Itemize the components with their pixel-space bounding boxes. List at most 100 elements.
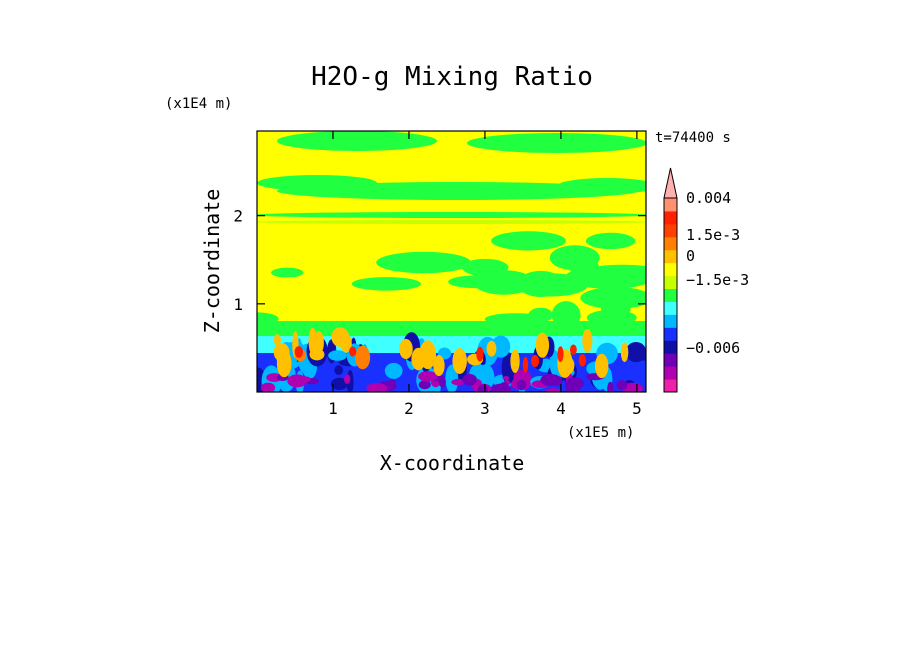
field-patch	[271, 267, 304, 278]
field-plume	[476, 346, 484, 362]
field-plume	[445, 364, 459, 392]
field-patch	[277, 131, 437, 151]
colorbar-swatch	[664, 366, 677, 380]
field-plume	[522, 356, 529, 373]
field-plume	[260, 382, 276, 392]
field-patch	[390, 252, 440, 271]
y-tick-label: 2	[233, 207, 243, 226]
field-plume	[411, 347, 426, 371]
field-plume	[355, 345, 371, 370]
field-plume	[273, 334, 281, 346]
field-plume	[384, 362, 403, 379]
field-plume	[502, 375, 510, 381]
field-plume	[399, 338, 413, 360]
field-plume	[462, 373, 477, 386]
y-tick-label: 1	[233, 295, 243, 314]
colorbar-label: −0.006	[686, 339, 740, 357]
field-plume	[451, 378, 466, 386]
colorbar-label: 0	[686, 247, 695, 265]
colorbar-swatch	[664, 198, 677, 212]
field-plume	[433, 355, 445, 377]
field-patch	[585, 232, 636, 250]
field-plume	[530, 354, 540, 368]
x-axis-title: X-coordinate	[380, 451, 525, 475]
colorbar-extension	[663, 167, 678, 199]
field-plume	[569, 344, 577, 355]
y-unit-label: (x1E4 m)	[165, 96, 232, 112]
x-tick-label: 3	[480, 399, 490, 418]
colorbar-frame	[663, 197, 678, 393]
field-plume	[607, 381, 614, 392]
colorbar-swatch	[664, 314, 677, 328]
field-plume	[491, 335, 511, 358]
plot-frame	[256, 130, 647, 393]
y-axis-title: Z-coordinate	[200, 189, 224, 334]
colorbar-label: 1.5e-3	[686, 226, 740, 244]
colorbar-swatch	[664, 223, 677, 238]
field-plume	[294, 346, 304, 358]
field-plume	[349, 346, 357, 357]
field-plume	[516, 379, 527, 391]
field-plume	[616, 380, 628, 391]
x-tick-label: 5	[632, 399, 642, 418]
field-plume	[388, 379, 397, 386]
field-plume	[313, 331, 324, 355]
colorbar-label: −1.5e-3	[686, 271, 749, 289]
field-plume	[565, 380, 581, 392]
x-axis: 1 2 3 4 5	[328, 131, 642, 418]
field-patch	[491, 231, 566, 251]
field-plume	[276, 349, 292, 378]
x-tick-label: 4	[556, 399, 566, 418]
field-plume	[510, 349, 520, 373]
field-plume	[366, 383, 388, 392]
field-plume	[535, 332, 550, 358]
colorbar-swatch	[664, 379, 677, 393]
field-plume	[486, 340, 497, 357]
colorbar-swatch	[664, 236, 677, 251]
colorbar-swatch	[664, 301, 677, 315]
field-plume	[549, 350, 560, 376]
colorbar-label: 0.004	[686, 189, 731, 207]
colorbar-swatch	[664, 353, 677, 367]
x-unit-label: (x1E5 m)	[567, 425, 634, 441]
x-tick-label: 2	[404, 399, 414, 418]
field-plume	[331, 327, 350, 347]
field-patch	[257, 212, 646, 218]
x-tick-label: 1	[328, 399, 338, 418]
field-plume	[328, 350, 347, 361]
colorbar-swatch	[664, 288, 677, 302]
colorbar-swatch	[664, 210, 677, 225]
field-plume	[620, 342, 629, 363]
field-patch	[257, 175, 377, 191]
field-plume	[330, 377, 349, 390]
field-plume	[582, 328, 593, 353]
field-plume	[343, 374, 351, 385]
field-patch	[467, 133, 646, 153]
colorbar-swatch	[664, 327, 677, 341]
colorbar-swatch	[664, 275, 677, 290]
field-patch	[351, 277, 421, 291]
field-plume	[418, 380, 431, 390]
y-axis: 12	[233, 207, 646, 314]
time-label: t=74400 s	[655, 130, 731, 146]
colorbar-swatch	[664, 249, 677, 264]
field-plume	[578, 354, 587, 367]
field-patch	[473, 270, 534, 295]
field-plume	[287, 374, 307, 388]
colorbar: 0.004 1.5e-3 0 −1.5e-3 −0.006	[663, 167, 749, 393]
field-plume	[594, 353, 609, 379]
field-plume	[552, 375, 563, 386]
field-plume	[418, 371, 438, 382]
field-patch	[580, 287, 646, 309]
colorbar-swatch	[664, 340, 677, 354]
field-plume	[513, 369, 531, 384]
field-patch	[257, 220, 646, 224]
field-patch	[462, 258, 509, 277]
field-patch	[557, 178, 646, 194]
field-plume	[557, 346, 564, 363]
field-plume	[544, 388, 562, 392]
chart-title: H2O-g Mixing Ratio	[311, 62, 593, 92]
field-plume	[452, 348, 467, 374]
